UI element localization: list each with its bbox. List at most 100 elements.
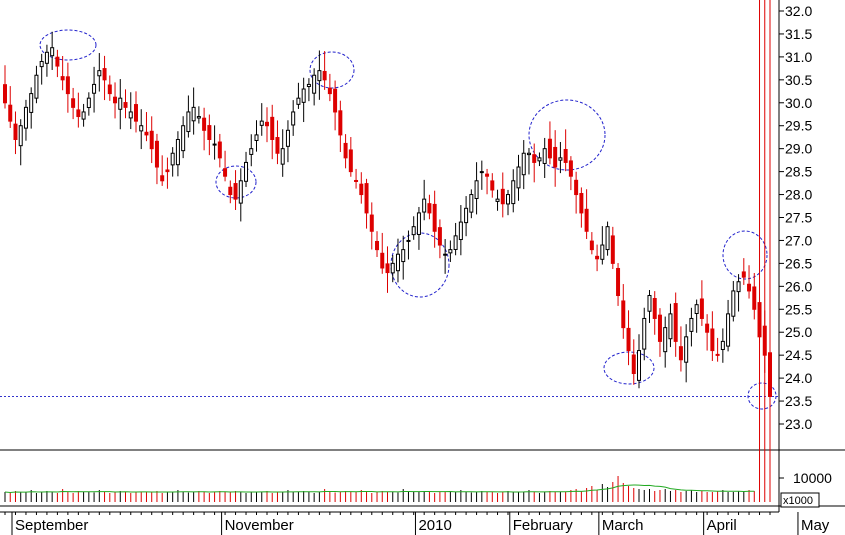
annotation-circle — [215, 165, 257, 199]
candle-body — [458, 221, 463, 241]
annotation-circles — [39, 29, 777, 410]
candle-body — [532, 154, 537, 163]
candle-body — [149, 130, 154, 150]
candle-body — [563, 149, 568, 163]
candle-body — [485, 173, 490, 177]
candle-body — [244, 161, 249, 182]
candle-body — [448, 249, 453, 254]
candle-body — [747, 283, 752, 292]
candle-body — [86, 97, 91, 109]
candle-body — [668, 313, 673, 340]
candle-body — [705, 323, 710, 333]
candle-body — [443, 253, 448, 256]
candle-body — [574, 179, 579, 196]
candle-body — [306, 83, 311, 88]
candle-body — [154, 140, 159, 168]
candle-body — [34, 74, 39, 99]
candle-body — [160, 175, 165, 182]
candle-body — [123, 102, 128, 108]
candle-body — [118, 97, 123, 110]
candle-body — [128, 111, 133, 119]
candle-body — [710, 328, 715, 352]
candle-body — [395, 253, 400, 272]
candle-body — [453, 235, 458, 250]
annotation-circle — [309, 51, 355, 89]
candle-body — [285, 129, 290, 147]
price-tick-label: 23.0 — [785, 416, 812, 432]
candle-body — [432, 203, 437, 232]
candle-body — [626, 327, 631, 352]
candle-body — [202, 117, 207, 131]
candle-body — [312, 74, 317, 94]
candle-body — [296, 97, 301, 105]
candle-body — [81, 111, 86, 120]
candle-body — [196, 116, 201, 119]
candle-body — [13, 123, 18, 140]
candle-body — [621, 300, 626, 329]
candle-body — [39, 60, 44, 68]
candle-body — [401, 249, 406, 263]
candle-body — [107, 84, 112, 95]
candle-body — [385, 263, 390, 274]
candle-body — [76, 109, 81, 118]
candle-body — [437, 227, 442, 246]
candle-body — [301, 88, 306, 103]
candle-body — [511, 180, 516, 205]
candle-body — [416, 212, 421, 235]
candle-body — [233, 183, 238, 200]
candle-body — [50, 47, 55, 57]
candle-body — [526, 152, 531, 156]
price-tick-label: 28.0 — [785, 187, 812, 203]
candle-body — [500, 188, 505, 205]
candle-body — [270, 116, 275, 140]
candle-body — [427, 203, 432, 214]
candle-body — [469, 194, 474, 213]
candle-body — [186, 111, 191, 133]
price-tick-label: 25.0 — [785, 324, 812, 340]
candle-body — [600, 244, 605, 260]
candle-body — [102, 68, 107, 81]
candle-body — [238, 180, 243, 204]
candle-body — [736, 281, 741, 293]
price-tick-label: 27.5 — [785, 210, 812, 226]
candle-body — [506, 194, 511, 205]
price-tick-label: 23.5 — [785, 393, 812, 409]
candle-body — [495, 198, 500, 202]
candle-body — [207, 125, 212, 140]
candle-body — [23, 106, 28, 129]
candle-body — [521, 152, 526, 176]
candle-body — [605, 226, 610, 251]
volume-unit-label: x1000 — [783, 495, 813, 507]
candle-body — [642, 317, 647, 350]
candle-body — [144, 131, 149, 136]
candle-body — [616, 267, 621, 297]
candle-body — [726, 313, 731, 347]
candle-body — [3, 84, 7, 104]
candle-body — [637, 350, 642, 381]
chart-axes: 32.0 31.5 31.0 30.5 30.0 29.5 29.0 28.5 28.0 27.5… — [4, 3, 832, 535]
candle-body — [579, 193, 584, 214]
annotation-circle — [39, 29, 97, 61]
month-label: February — [513, 517, 574, 534]
candle-body — [275, 137, 280, 154]
candle-body — [720, 340, 725, 351]
candle-body — [280, 148, 285, 165]
candle-body — [18, 125, 23, 147]
candle-body — [249, 148, 254, 155]
candle-body — [327, 87, 332, 95]
candle-body — [139, 125, 144, 132]
candle-body — [191, 106, 196, 122]
price-tick-label: 30.0 — [785, 95, 812, 111]
candle-body — [359, 183, 364, 196]
candle-body — [516, 166, 521, 189]
candle-body — [684, 336, 689, 363]
volume-series — [4, 0, 771, 502]
annotation-circle — [747, 382, 777, 410]
candle-body — [699, 298, 704, 319]
candle-body — [175, 138, 180, 166]
candle-body — [364, 183, 369, 214]
candle-body — [715, 353, 720, 356]
candle-body — [553, 146, 558, 168]
candle-body — [558, 157, 563, 161]
candle-body — [568, 160, 573, 177]
